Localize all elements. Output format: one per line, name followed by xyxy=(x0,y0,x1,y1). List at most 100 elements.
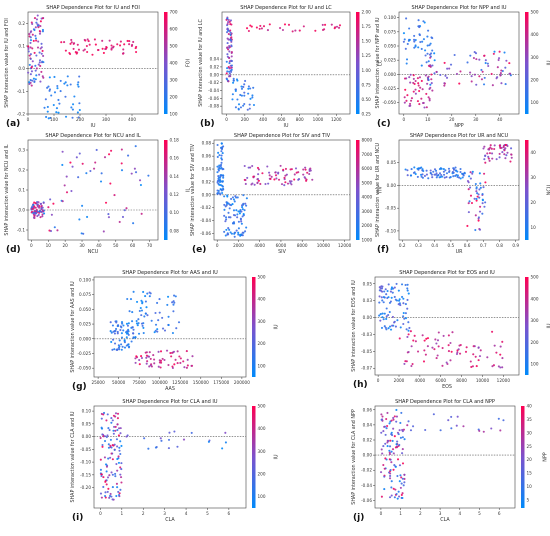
panel-title: SHAP Dependence Plot for AAS and IU xyxy=(122,270,218,276)
data-point xyxy=(393,464,396,467)
data-point xyxy=(237,231,240,234)
data-point xyxy=(29,31,32,34)
data-point xyxy=(158,359,161,362)
data-point xyxy=(381,312,384,315)
data-point xyxy=(230,232,233,235)
data-point xyxy=(29,39,33,42)
y-axis-label: SHAP interaction value for AAS and IU xyxy=(70,281,76,373)
data-point xyxy=(176,445,179,448)
data-point xyxy=(474,182,477,186)
data-point xyxy=(478,172,481,175)
data-point xyxy=(387,439,390,443)
data-point xyxy=(226,67,229,70)
data-point xyxy=(150,363,153,366)
data-point xyxy=(121,345,124,348)
data-point xyxy=(110,149,113,152)
data-point xyxy=(410,99,413,102)
data-point xyxy=(133,167,136,170)
data-point xyxy=(41,30,44,33)
data-point xyxy=(421,168,424,171)
x-tick-label: 12000 xyxy=(338,243,352,248)
data-point xyxy=(247,87,250,90)
data-point xyxy=(435,176,438,179)
colorbar-label: TIV xyxy=(378,185,384,194)
data-point xyxy=(293,173,296,176)
data-point xyxy=(398,495,401,498)
colorbar-tick-label: 5 xyxy=(527,497,530,502)
data-point xyxy=(474,355,477,358)
data-point xyxy=(413,171,416,174)
data-point xyxy=(484,59,487,62)
data-point xyxy=(29,57,32,60)
data-point xyxy=(284,181,287,184)
data-point xyxy=(388,458,391,461)
colorbar-tick-label: 300 xyxy=(258,319,266,324)
data-point xyxy=(509,74,512,77)
y-axis-label: SHAP interaction value for EOS and IU xyxy=(351,280,357,372)
data-point xyxy=(186,358,189,361)
data-point xyxy=(288,180,292,183)
data-point xyxy=(49,116,52,119)
y-tick-label: -0.1 xyxy=(17,89,26,94)
data-point xyxy=(167,315,170,318)
x-tick-label: 5 xyxy=(206,511,209,516)
data-point xyxy=(256,181,259,184)
data-point xyxy=(412,90,415,93)
data-point xyxy=(410,97,414,100)
data-point xyxy=(35,54,38,57)
data-point xyxy=(160,439,163,442)
data-point xyxy=(105,46,108,49)
colorbar-tick-label: 20 xyxy=(531,200,537,205)
data-point xyxy=(123,209,126,212)
data-point xyxy=(425,169,428,172)
data-point xyxy=(37,40,40,43)
data-point xyxy=(120,476,123,479)
data-point xyxy=(45,115,48,119)
data-point xyxy=(405,360,408,363)
data-point xyxy=(429,65,432,68)
data-point xyxy=(409,429,413,432)
data-point xyxy=(123,346,127,349)
y-tick-label: -0.15 xyxy=(80,472,91,477)
data-point xyxy=(401,295,404,299)
data-point xyxy=(493,344,496,347)
data-point xyxy=(224,220,227,223)
data-point xyxy=(110,421,113,424)
data-point xyxy=(409,330,412,333)
data-point xyxy=(283,176,286,179)
data-point xyxy=(287,23,291,26)
data-point xyxy=(408,27,411,30)
data-point xyxy=(383,312,386,315)
y-tick-label: 0.0 xyxy=(18,208,25,213)
data-point xyxy=(407,420,410,423)
data-point xyxy=(71,108,74,111)
data-point xyxy=(236,216,239,219)
data-point xyxy=(78,152,81,155)
data-point xyxy=(236,213,239,216)
data-point xyxy=(216,192,219,195)
data-point xyxy=(217,189,220,193)
data-point xyxy=(243,209,246,212)
data-point xyxy=(163,358,166,362)
data-point xyxy=(401,492,404,495)
data-point xyxy=(179,361,182,365)
data-point xyxy=(59,90,62,93)
data-point xyxy=(142,332,145,335)
data-point xyxy=(77,176,80,179)
x-tick-label: 10000 xyxy=(476,378,490,383)
y-tick-label: 0.06 xyxy=(202,154,212,159)
data-point xyxy=(413,166,416,169)
data-point xyxy=(387,313,390,317)
data-point xyxy=(121,322,124,325)
colorbar-tick-label: 200 xyxy=(258,341,266,346)
data-point xyxy=(106,434,109,437)
data-point xyxy=(223,203,226,206)
data-point xyxy=(429,56,432,59)
data-point xyxy=(459,70,462,73)
data-point xyxy=(249,97,252,100)
data-point xyxy=(231,203,234,206)
colorbar-tick-label: 25 xyxy=(527,444,533,449)
data-point xyxy=(227,211,230,214)
data-point xyxy=(403,473,406,476)
data-point xyxy=(302,168,305,171)
